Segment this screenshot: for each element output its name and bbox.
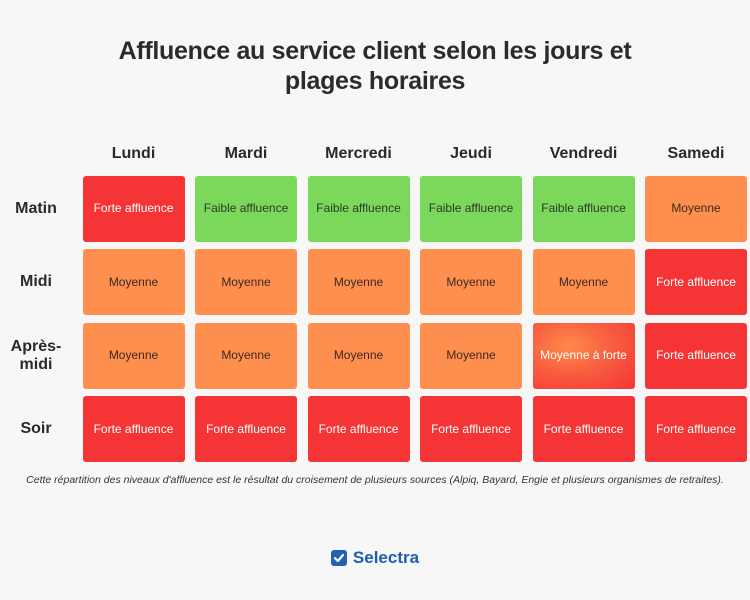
heatmap-cell: Forte affluence <box>532 396 635 462</box>
heatmap-cell: Moyenne <box>532 249 635 315</box>
heatmap-cell: Faible affluence <box>532 175 635 242</box>
checkmark-icon <box>330 550 347 566</box>
row-header: Soir <box>3 420 69 438</box>
heatmap-cell: Forte affluence <box>420 396 522 462</box>
heatmap-cell: Moyenne <box>82 249 185 315</box>
column-header: Jeudi <box>450 145 492 162</box>
row-header-line: Soir <box>20 420 52 437</box>
heatmap-cell: Forte affluence <box>307 396 410 462</box>
heatmap-cell: Forte affluence <box>195 396 297 462</box>
heatmap-cell: Moyenne <box>82 322 185 389</box>
heatmap-cell: Forte affluence <box>645 396 747 462</box>
row-header-line: Après- <box>10 337 62 355</box>
heatmap-cell: Forte affluence <box>82 175 185 242</box>
chart-title-line-2: plages horaires <box>284 67 466 95</box>
heatmap-cell: Moyenne <box>195 249 297 315</box>
heatmap-cell: Forte affluence <box>645 322 747 389</box>
chart-title-line-1: Affluence au service client selon les jo… <box>118 37 632 65</box>
row-header: Matin <box>3 200 69 218</box>
row-header-line: Midi <box>20 273 52 290</box>
column-header: Lundi <box>111 145 156 162</box>
heatmap-cell: Forte affluence <box>645 249 747 315</box>
row-header-line: Matin <box>15 199 57 217</box>
chart-title: Affluence au service client selon les jo… <box>0 36 750 96</box>
brand-name: Selectra <box>352 548 420 567</box>
heatmap-cell: Moyenne <box>420 322 522 389</box>
heatmap-cell: Moyenne <box>420 249 522 315</box>
heatmap-cell: Faible affluence <box>195 175 297 242</box>
column-header: Mardi <box>224 145 268 162</box>
heatmap-cell: Moyenne à forte <box>532 322 635 389</box>
row-header: Après-midi <box>3 338 69 374</box>
heatmap-cell: Faible affluence <box>307 175 410 242</box>
column-header: Mercredi <box>325 145 392 162</box>
heatmap-cell: Forte affluence <box>82 396 185 462</box>
heatmap-cell: Moyenne <box>307 322 410 389</box>
corner-spacer <box>0 140 72 168</box>
brand-logo: Selectra <box>0 548 750 568</box>
heatmap-grid: Lundi Mardi Mercredi Jeudi Vendredi Samedi Mat… <box>0 140 747 462</box>
heatmap-cell: Faible affluence <box>420 175 522 242</box>
column-header: Samedi <box>667 145 725 162</box>
source-note: Cette répartition des niveaux d'affluenc… <box>26 474 724 486</box>
column-header: Vendredi <box>549 145 618 162</box>
row-header-line: midi <box>19 355 53 373</box>
heatmap-cell: Moyenne <box>195 322 297 389</box>
heatmap-cell: Moyenne <box>307 249 410 315</box>
heatmap-cell: Moyenne <box>645 175 747 242</box>
row-header: Midi <box>3 273 69 291</box>
